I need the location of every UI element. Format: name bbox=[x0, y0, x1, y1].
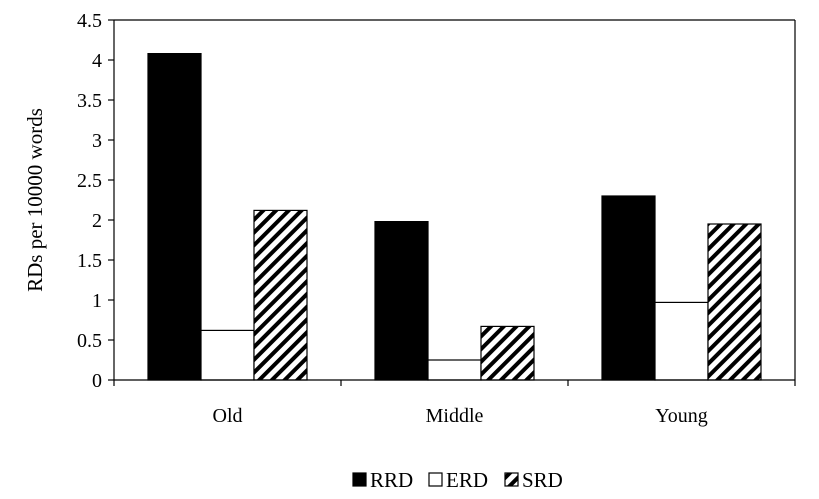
legend-label-srd: SRD bbox=[522, 468, 563, 492]
x-tick-label-middle: Middle bbox=[426, 405, 484, 427]
bar-rrd-young bbox=[601, 195, 656, 381]
y-tick-label: 3 bbox=[92, 130, 102, 152]
y-tick-label: 0 bbox=[92, 370, 102, 392]
y-axis-title: RDs per 10000 words bbox=[23, 108, 47, 292]
bar-srd-young bbox=[707, 223, 762, 381]
y-tick-label: 3.5 bbox=[77, 90, 102, 112]
bar-srd-old bbox=[253, 209, 308, 381]
bar-srd-middle bbox=[480, 325, 535, 381]
bar-erd-middle bbox=[427, 359, 482, 381]
bar-rrd-old bbox=[147, 52, 202, 381]
y-tick-label: 4 bbox=[92, 50, 102, 72]
x-tick-label-old: Old bbox=[213, 405, 243, 427]
legend-label-erd: ERD bbox=[446, 468, 488, 492]
y-tick-label: 1 bbox=[92, 290, 102, 312]
bar-erd-young bbox=[654, 301, 709, 381]
bar-rrd-middle bbox=[374, 221, 429, 381]
y-tick-label: 2 bbox=[92, 210, 102, 232]
legend: RRD ERD SRD bbox=[352, 468, 563, 492]
bars-group bbox=[147, 52, 762, 381]
x-tick-label-young: Young bbox=[655, 405, 707, 427]
bar-erd-old bbox=[200, 329, 255, 381]
y-tick-label: 2.5 bbox=[77, 170, 102, 192]
legend-swatch-srd bbox=[504, 472, 519, 487]
legend-label-rrd: RRD bbox=[370, 468, 413, 492]
y-tick-label: 4.5 bbox=[77, 10, 102, 32]
y-tick-label: 0.5 bbox=[77, 330, 102, 352]
legend-swatch-erd bbox=[428, 472, 443, 487]
legend-swatch-rrd bbox=[352, 472, 367, 487]
y-tick-label: 1.5 bbox=[77, 250, 102, 272]
axes-group: 0 0.5 1 1.5 2 2.5 3 3.5 4 4.5 Old Middle Young bbox=[77, 10, 796, 427]
